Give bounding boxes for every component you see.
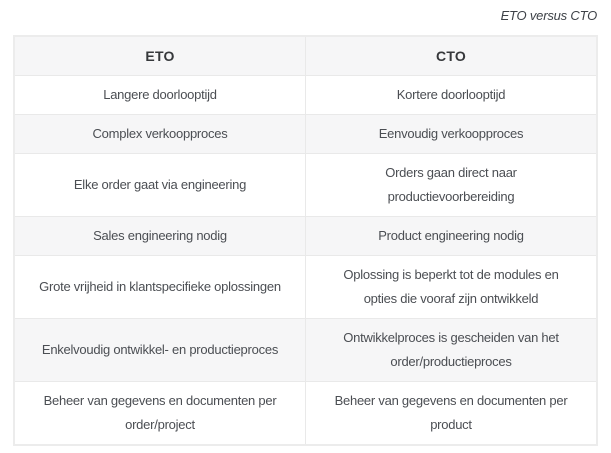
table-row: Beheer van gegevens en documenten per or… [13, 381, 598, 446]
table-row: Grote vrijheid in klantspecifieke oploss… [13, 255, 598, 319]
table-cell: Langere doorlooptijd [13, 75, 306, 115]
table-header-row: ETO CTO [13, 35, 598, 76]
table-row: Complex verkoopproces Eenvoudig verkooppr… [13, 114, 598, 154]
table-cell: Beheer van gegevens en documenten per or… [13, 381, 306, 446]
table-cell: Product engineering nodig [305, 216, 598, 256]
table-header: ETO CTO [13, 35, 598, 76]
table-cell: Beheer van gegevens en documenten per pr… [305, 381, 598, 446]
column-header-eto: ETO [13, 35, 306, 76]
table-cell: Enkelvoudig ontwikkel- en productieproce… [13, 318, 306, 382]
table-body: Langere doorlooptijd Kortere doorlooptijd… [13, 75, 598, 446]
table-cell: Ontwikkelproces is gescheiden van het or… [305, 318, 598, 382]
column-header-cto: CTO [305, 35, 598, 76]
table-cell: Oplossing is beperkt tot de modules en o… [305, 255, 598, 319]
table-caption: ETO versus CTO [500, 8, 598, 23]
table-cell: Grote vrijheid in klantspecifieke oploss… [13, 255, 306, 319]
table-cell: Elke order gaat via engineering [13, 153, 306, 217]
table-row: Elke order gaat via engineering Orders ga… [13, 153, 598, 217]
table-cell: Kortere doorlooptijd [305, 75, 598, 115]
table-cell: Complex verkoopproces [13, 114, 306, 154]
table-row: Sales engineering nodig Product engineeri… [13, 216, 598, 256]
table-row: Langere doorlooptijd Kortere doorlooptijd [13, 75, 598, 115]
eto-cto-comparison-table: ETO CTO Langere doorlooptijd Kortere door… [13, 35, 598, 446]
table-cell: Eenvoudig verkoopproces [305, 114, 598, 154]
table-row: Enkelvoudig ontwikkel- en productieproce… [13, 318, 598, 382]
table-cell: Orders gaan direct naar productievoorber… [305, 153, 598, 217]
table-cell: Sales engineering nodig [13, 216, 306, 256]
